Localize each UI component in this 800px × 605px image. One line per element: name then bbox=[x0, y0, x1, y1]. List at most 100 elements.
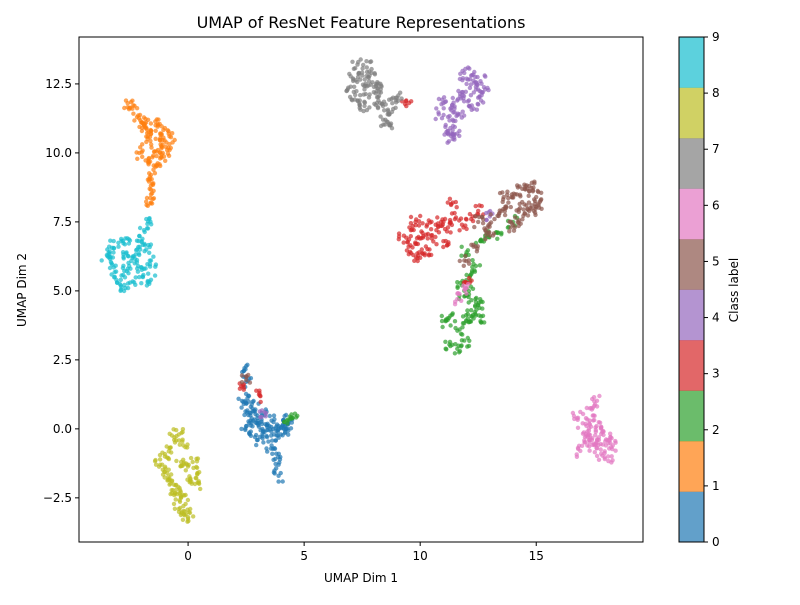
scatter-point bbox=[422, 251, 427, 256]
scatter-point bbox=[530, 188, 536, 193]
scatter-point bbox=[435, 215, 440, 220]
scatter-point bbox=[191, 465, 196, 471]
scatter-point bbox=[194, 465, 200, 470]
scatter-point bbox=[260, 434, 265, 439]
scatter-point bbox=[592, 450, 597, 455]
scatter-point bbox=[140, 154, 145, 159]
scatter-point bbox=[582, 440, 587, 445]
scatter-point bbox=[506, 200, 511, 205]
scatter-point bbox=[119, 285, 124, 290]
scatter-point bbox=[183, 492, 188, 498]
scatter-point bbox=[467, 85, 473, 91]
scatter-point bbox=[536, 201, 541, 206]
scatter-point bbox=[465, 99, 470, 104]
scatter-point bbox=[376, 93, 382, 99]
scatter-point bbox=[511, 228, 517, 233]
scatter-point bbox=[156, 117, 161, 122]
scatter-point bbox=[484, 217, 489, 223]
scatter-point bbox=[169, 491, 175, 496]
scatter-point bbox=[460, 109, 465, 114]
scatter-point bbox=[448, 220, 453, 225]
scatter-point bbox=[450, 95, 455, 101]
y-tick-label: 2.5 bbox=[53, 353, 72, 367]
scatter-point bbox=[243, 427, 248, 433]
scatter-point bbox=[441, 112, 446, 118]
scatter-point bbox=[522, 182, 527, 187]
scatter-point bbox=[488, 212, 493, 217]
colorbar-bin bbox=[679, 390, 704, 442]
scatter-point bbox=[108, 255, 113, 260]
scatter-point bbox=[195, 480, 200, 485]
y-tick-label: 10.0 bbox=[45, 146, 72, 160]
scatter-point bbox=[459, 244, 464, 249]
scatter-point bbox=[517, 201, 522, 207]
scatter-point bbox=[274, 428, 279, 434]
scatter-point bbox=[449, 201, 454, 207]
colorbar-label: Class label bbox=[727, 258, 741, 322]
scatter-point bbox=[182, 513, 187, 518]
scatter-point bbox=[370, 80, 375, 85]
scatter-point bbox=[273, 461, 278, 467]
scatter-point bbox=[268, 446, 274, 451]
scatter-point bbox=[263, 411, 269, 416]
scatter-point bbox=[464, 226, 469, 232]
scatter-point bbox=[601, 432, 606, 438]
scatter-point bbox=[469, 103, 474, 108]
scatter-point bbox=[144, 202, 149, 208]
scatter-point bbox=[512, 225, 517, 230]
scatter-point bbox=[382, 108, 387, 113]
scatter-point bbox=[181, 457, 186, 462]
scatter-point bbox=[528, 205, 533, 211]
scatter-point bbox=[513, 215, 518, 220]
scatter-point bbox=[289, 420, 294, 425]
scatter-point bbox=[509, 221, 515, 226]
scatter-point bbox=[436, 96, 442, 102]
scatter-point bbox=[374, 82, 380, 87]
scatter-point bbox=[148, 127, 153, 133]
scatter-point bbox=[183, 468, 188, 473]
scatter-point bbox=[163, 158, 168, 163]
scatter-point bbox=[120, 265, 126, 271]
colorbar-bin bbox=[679, 87, 704, 139]
scatter-point bbox=[131, 111, 136, 116]
scatter-point bbox=[450, 123, 456, 129]
scatter-point bbox=[288, 415, 294, 420]
scatter-point bbox=[458, 331, 464, 336]
chart-title: UMAP of ResNet Feature Representations bbox=[197, 13, 526, 32]
scatter-point bbox=[445, 316, 450, 321]
scatter-point bbox=[244, 423, 249, 429]
scatter-point bbox=[402, 101, 408, 107]
scatter-point bbox=[364, 84, 370, 89]
scatter-point bbox=[172, 137, 177, 143]
scatter-point bbox=[245, 395, 250, 401]
scatter-point bbox=[134, 238, 140, 243]
scatter-point bbox=[450, 102, 455, 108]
scatter-point bbox=[197, 470, 202, 475]
scatter-point bbox=[344, 88, 350, 93]
scatter-point bbox=[463, 318, 469, 323]
scatter-point bbox=[122, 105, 127, 111]
scatter-point bbox=[453, 199, 458, 205]
colorbar-tick-label: 1 bbox=[712, 479, 720, 493]
scatter-point bbox=[480, 90, 485, 95]
scatter-point bbox=[472, 269, 478, 274]
scatter-point bbox=[473, 203, 478, 209]
scatter-point bbox=[389, 126, 395, 131]
scatter-point bbox=[441, 244, 446, 250]
scatter-point bbox=[173, 497, 178, 502]
scatter-point bbox=[146, 271, 151, 276]
scatter-point bbox=[136, 251, 141, 256]
scatter-point bbox=[123, 98, 129, 103]
scatter-point bbox=[168, 145, 173, 151]
scatter-point bbox=[461, 113, 467, 118]
scatter-point bbox=[137, 112, 143, 118]
scatter-point bbox=[478, 299, 484, 304]
scatter-point bbox=[521, 213, 526, 218]
scatter-point bbox=[150, 155, 155, 160]
scatter-point bbox=[468, 93, 474, 98]
scatter-point bbox=[448, 230, 453, 235]
scatter-point bbox=[465, 311, 470, 317]
scatter-point bbox=[475, 101, 480, 107]
scatter-point bbox=[147, 250, 152, 255]
scatter-point bbox=[461, 99, 467, 104]
